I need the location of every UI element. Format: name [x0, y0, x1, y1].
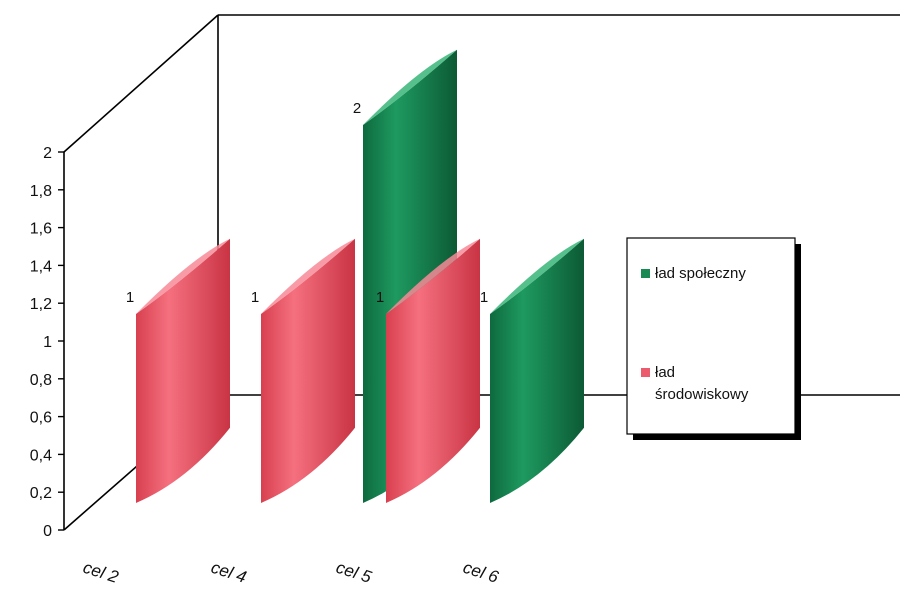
- y-tick-label: 1,8: [30, 183, 52, 200]
- y-tick-label: 1,4: [30, 258, 52, 275]
- bar-lad-spoleczny-4: 1: [480, 238, 584, 504]
- bar-lad-srodowiskowy-1: 1: [126, 238, 230, 504]
- y-tick-label: 0,8: [30, 372, 52, 389]
- data-label: 2: [353, 100, 361, 117]
- y-tick-label: 0,6: [30, 410, 52, 427]
- legend-swatch: [641, 269, 650, 278]
- bar-lad-spoleczny-4-top: [490, 238, 584, 314]
- bar-lad-srodowiskowy-2: 1: [251, 238, 355, 504]
- bar-lad-srodowiskowy-1-top: [136, 238, 230, 314]
- bar-lad-srodowiskowy-1-body: [136, 238, 230, 504]
- legend: ład społeczny ład środowiskowy: [626, 237, 801, 440]
- data-label: 1: [251, 289, 259, 306]
- legend-label: środowiskowy: [655, 386, 749, 403]
- bar-lad-srodowiskowy-3: 1: [376, 238, 480, 504]
- y-tick-label: 0,2: [30, 485, 52, 502]
- bar-lad-srodowiskowy-3-top: [386, 238, 480, 314]
- y-tick-label: 2: [43, 145, 52, 162]
- y-tick-label: 0,4: [30, 447, 52, 464]
- bar-lad-srodowiskowy-3-body: [386, 238, 480, 504]
- legend-label: ład społeczny: [655, 265, 746, 282]
- legend-box: [626, 237, 796, 435]
- legend-swatch: [641, 368, 650, 377]
- data-label: 1: [480, 289, 488, 306]
- y-tick-label: 1,6: [30, 221, 52, 238]
- bar-lad-spoleczny-3-top: [363, 49, 457, 125]
- y-tick-label: 1,2: [30, 296, 52, 313]
- category-label: cel 4: [209, 558, 249, 587]
- y-tick-label: 0: [43, 523, 52, 540]
- category-labels: cel 2 cel 4 cel 5 cel 6: [81, 558, 502, 587]
- data-label: 1: [376, 289, 384, 306]
- bar-lad-spoleczny-4-body: [490, 238, 584, 504]
- bar-lad-srodowiskowy-2-body: [261, 238, 355, 504]
- y-axis-ticks: 0 0,2 0,4 0,6 0,8 1 1,2 1,4 1,6 1,8 2: [30, 145, 64, 540]
- side-wall-top-edge: [63, 14, 219, 153]
- category-label: cel 2: [81, 558, 122, 587]
- y-tick-label: 1: [43, 334, 52, 351]
- category-label: cel 6: [461, 558, 502, 587]
- bar-lad-srodowiskowy-2-top: [261, 238, 355, 314]
- bars: 2 1 1 1 1: [126, 49, 584, 504]
- legend-label: ład: [655, 364, 675, 381]
- data-label: 1: [126, 289, 134, 306]
- category-label: cel 5: [334, 558, 375, 587]
